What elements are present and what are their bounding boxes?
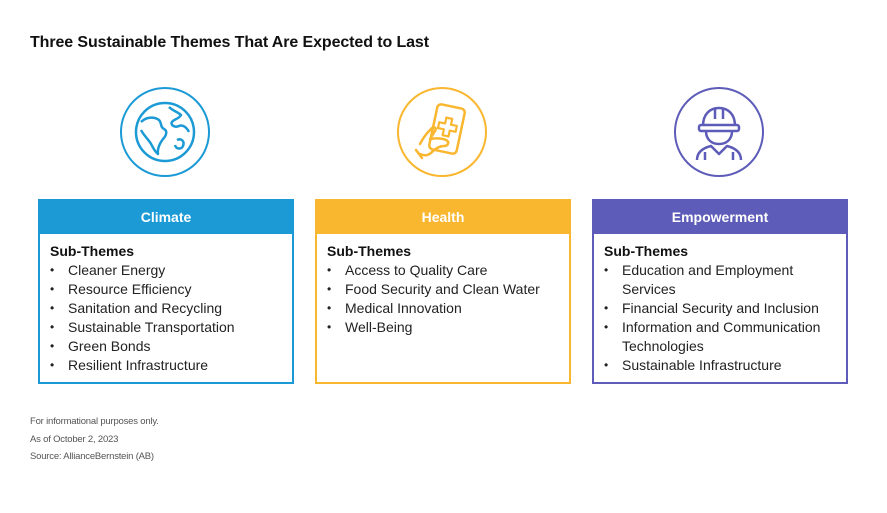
list-item: Sanitation and Recycling: [50, 299, 292, 318]
sub-themes-heading: Sub-Themes: [604, 243, 689, 259]
list-item: Education and Employment Services: [604, 261, 814, 299]
globe-icon: [120, 87, 210, 177]
list-item: Medical Innovation: [327, 299, 569, 318]
list-item: Sustainable Infrastructure: [604, 356, 846, 375]
climate-sub-theme-list: Cleaner Energy Resource Efficiency Sanit…: [50, 261, 292, 375]
empowerment-sub-theme-list: Education and Employment Services Financ…: [604, 261, 846, 375]
empowerment-icon-circle: [673, 86, 765, 178]
sub-themes-heading: Sub-Themes: [50, 243, 135, 259]
footnote-date: As of October 2, 2023: [30, 433, 119, 445]
list-item: Well-Being: [327, 318, 569, 337]
climate-icon-circle: [119, 86, 211, 178]
list-item: Resilient Infrastructure: [50, 356, 292, 375]
list-item: Green Bonds: [50, 337, 292, 356]
health-sub-theme-list: Access to Quality Care Food Security and…: [327, 261, 569, 337]
list-item: Food Security and Clean Water: [327, 280, 569, 299]
empowerment-card: Empowerment Sub-Themes Education and Emp…: [592, 199, 848, 384]
list-item: Cleaner Energy: [50, 261, 292, 280]
footnotes: For informational purposes only. As of O…: [30, 413, 159, 466]
list-item: Information and Communication Technologi…: [604, 318, 844, 356]
hard-hat-worker-icon: [674, 87, 764, 177]
footnote-source: Source: AllianceBernstein (AB): [30, 451, 154, 462]
list-item: Resource Efficiency: [50, 280, 292, 299]
health-card-header: Health: [317, 201, 569, 234]
climate-card-header: Climate: [40, 201, 292, 234]
empowerment-card-header: Empowerment: [594, 201, 846, 234]
page-title: Three Sustainable Themes That Are Expect…: [30, 34, 429, 51]
medical-phone-icon: [397, 87, 487, 177]
climate-card: Climate Sub-Themes Cleaner Energy Resour…: [38, 199, 294, 384]
health-icon-circle: [396, 86, 488, 178]
list-item: Financial Security and Inclusion: [604, 299, 846, 318]
footnote-disclaimer: For informational purposes only.: [30, 416, 159, 427]
list-item: Access to Quality Care: [327, 261, 569, 280]
list-item: Sustainable Transportation: [50, 318, 292, 337]
health-card: Health Sub-Themes Access to Quality Care…: [315, 199, 571, 384]
sub-themes-heading: Sub-Themes: [327, 243, 412, 259]
